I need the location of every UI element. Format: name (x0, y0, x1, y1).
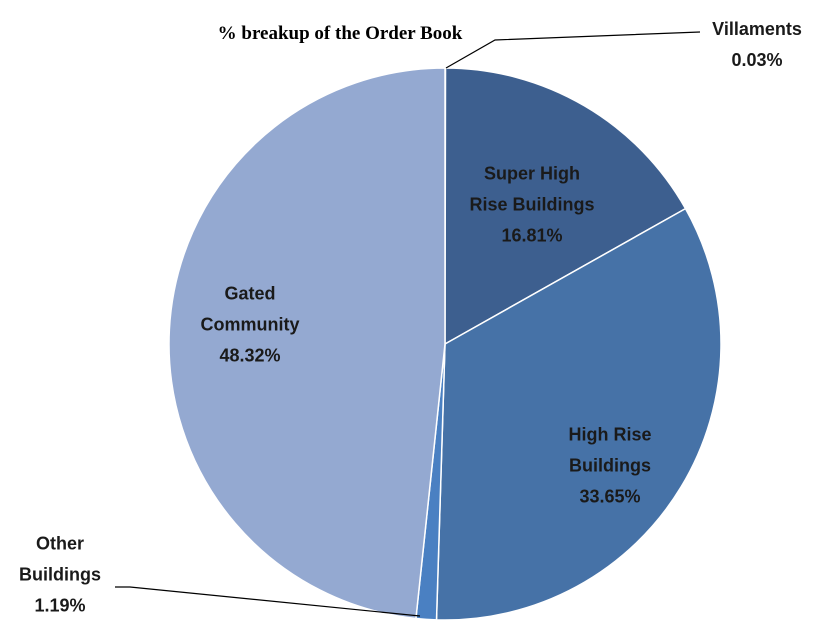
pie-slice (435, 207, 722, 621)
pie-slice (444, 67, 687, 346)
value-label: 1.19% (34, 595, 86, 616)
data-label: Gated Community 48.32% (185, 279, 315, 372)
category-label: Villaments (712, 19, 802, 39)
data-label: High Rise Buildings 33.65% (545, 420, 675, 513)
leader-line (445, 31, 701, 69)
value-label: 48.32% (219, 345, 281, 366)
value-label: 33.65% (579, 486, 641, 507)
category-label: Other Buildings (19, 533, 101, 585)
category-label: High Rise Buildings (568, 424, 652, 476)
chart-title: % breakup of the Order Book (217, 23, 463, 44)
data-label: Other Buildings 1.19% (0, 529, 120, 622)
data-label: Super High Rise Buildings 16.81% (467, 159, 597, 252)
value-label: 16.81% (501, 225, 563, 246)
category-label: Super High Rise Buildings (469, 163, 595, 215)
value-label: 0.03% (731, 50, 783, 70)
data-label: Villaments 0.03% (697, 14, 817, 76)
category-label: Gated Community (200, 283, 300, 335)
pie-slice (168, 67, 446, 620)
leader-line (115, 586, 421, 617)
